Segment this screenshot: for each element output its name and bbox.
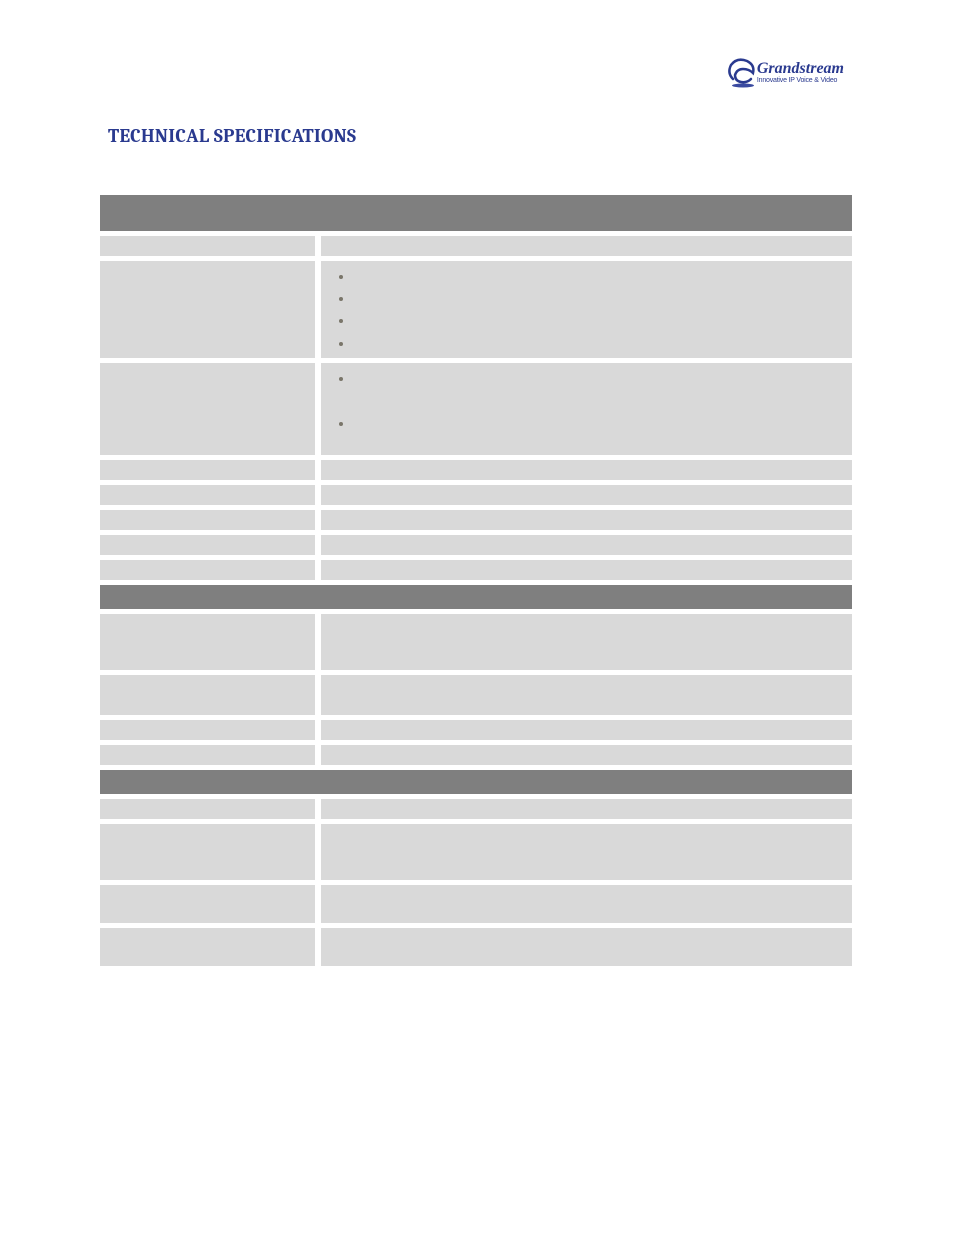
logo-swirl-icon <box>725 55 761 89</box>
spec-label-cell <box>100 510 315 530</box>
spec-label-cell <box>100 535 315 555</box>
spec-value-cell <box>321 675 852 715</box>
spec-label-cell <box>100 460 315 480</box>
spec-value-cell <box>321 885 852 923</box>
table-row <box>100 614 852 670</box>
spec-value-cell <box>321 510 852 530</box>
bullet-item <box>353 265 852 287</box>
spec-value-cell <box>321 236 852 256</box>
bullet-item <box>353 369 852 388</box>
spec-label-cell <box>100 560 315 580</box>
section-header <box>100 585 852 609</box>
bullet-item <box>353 309 852 331</box>
spec-table <box>100 195 852 966</box>
spec-value-cell <box>321 560 852 580</box>
spec-label-cell <box>100 363 315 455</box>
table-row <box>100 675 852 715</box>
spec-label-cell <box>100 485 315 505</box>
spec-value-cell <box>321 261 852 358</box>
table-row <box>100 824 852 880</box>
bullet-item <box>353 287 852 309</box>
table-row <box>100 460 852 480</box>
logo-sub-text: Innovative IP Voice & Video <box>757 77 844 84</box>
spec-value-cell <box>321 824 852 880</box>
spec-label-cell <box>100 675 315 715</box>
spec-label-cell <box>100 614 315 670</box>
spec-value-cell <box>321 614 852 670</box>
spec-label-cell <box>100 824 315 880</box>
spec-value-cell <box>321 745 852 765</box>
table-row <box>100 928 852 966</box>
spec-value-cell <box>321 460 852 480</box>
bullet-item <box>353 414 852 433</box>
spec-label-cell <box>100 745 315 765</box>
bullet-list <box>335 367 852 433</box>
spec-value-cell <box>321 799 852 819</box>
spec-label-cell <box>100 261 315 358</box>
logo-text: Grandstream Innovative IP Voice & Video <box>757 61 844 84</box>
table-row <box>100 363 852 455</box>
spec-value-cell <box>321 928 852 966</box>
table-row <box>100 510 852 530</box>
spec-label-cell <box>100 236 315 256</box>
bullet-list <box>335 265 852 354</box>
spec-value-cell <box>321 485 852 505</box>
logo-main-text: Grandstream <box>757 61 844 77</box>
table-row <box>100 885 852 923</box>
spec-value-cell <box>321 363 852 455</box>
section-header <box>100 195 852 231</box>
page-title: TECHNICAL SPECIFICATIONS <box>108 125 854 147</box>
table-row <box>100 745 852 765</box>
table-row <box>100 485 852 505</box>
section-header <box>100 770 852 794</box>
spec-label-cell <box>100 720 315 740</box>
spec-value-cell <box>321 720 852 740</box>
bullet-item <box>353 332 852 354</box>
spec-label-cell <box>100 928 315 966</box>
spec-value-cell <box>321 535 852 555</box>
spec-label-cell <box>100 799 315 819</box>
table-row <box>100 236 852 256</box>
table-row <box>100 799 852 819</box>
table-row <box>100 535 852 555</box>
spec-label-cell <box>100 885 315 923</box>
table-row <box>100 720 852 740</box>
table-row <box>100 560 852 580</box>
table-row <box>100 261 852 358</box>
brand-logo: Grandstream Innovative IP Voice & Video <box>725 55 844 89</box>
